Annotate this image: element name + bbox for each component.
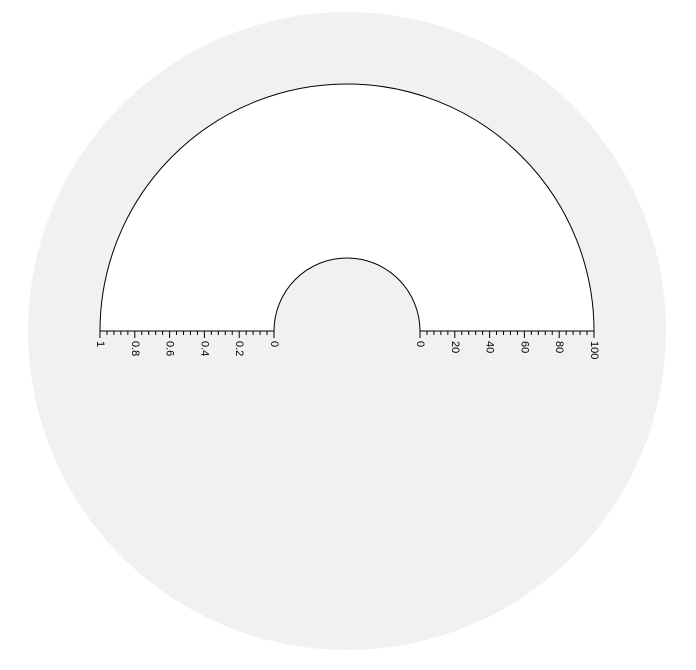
left-tick-label: 0.8: [129, 341, 141, 356]
right-tick-label: 0: [414, 341, 426, 347]
left-tick-label: 1: [94, 341, 106, 347]
left-tick-label: 0.4: [198, 341, 210, 356]
left-tick-label: 0: [268, 341, 280, 347]
left-tick-label: 0.6: [164, 341, 176, 356]
right-tick-label: 60: [518, 341, 530, 353]
right-tick-label: 80: [553, 341, 565, 353]
right-tick-label: 100: [588, 341, 600, 359]
left-tick-label: 0.2: [233, 341, 245, 356]
outer-arc: [99, 83, 595, 332]
plot-area: [100, 84, 594, 331]
right-radial-axis: 0 20 40 60 80 100: [414, 330, 600, 359]
inner-arc: [273, 257, 421, 332]
right-tick-label: 20: [449, 341, 461, 353]
right-tick-label: 40: [484, 341, 496, 353]
left-radial-axis: 1 0.8 0.6 0.4 0.2 0: [94, 330, 280, 356]
